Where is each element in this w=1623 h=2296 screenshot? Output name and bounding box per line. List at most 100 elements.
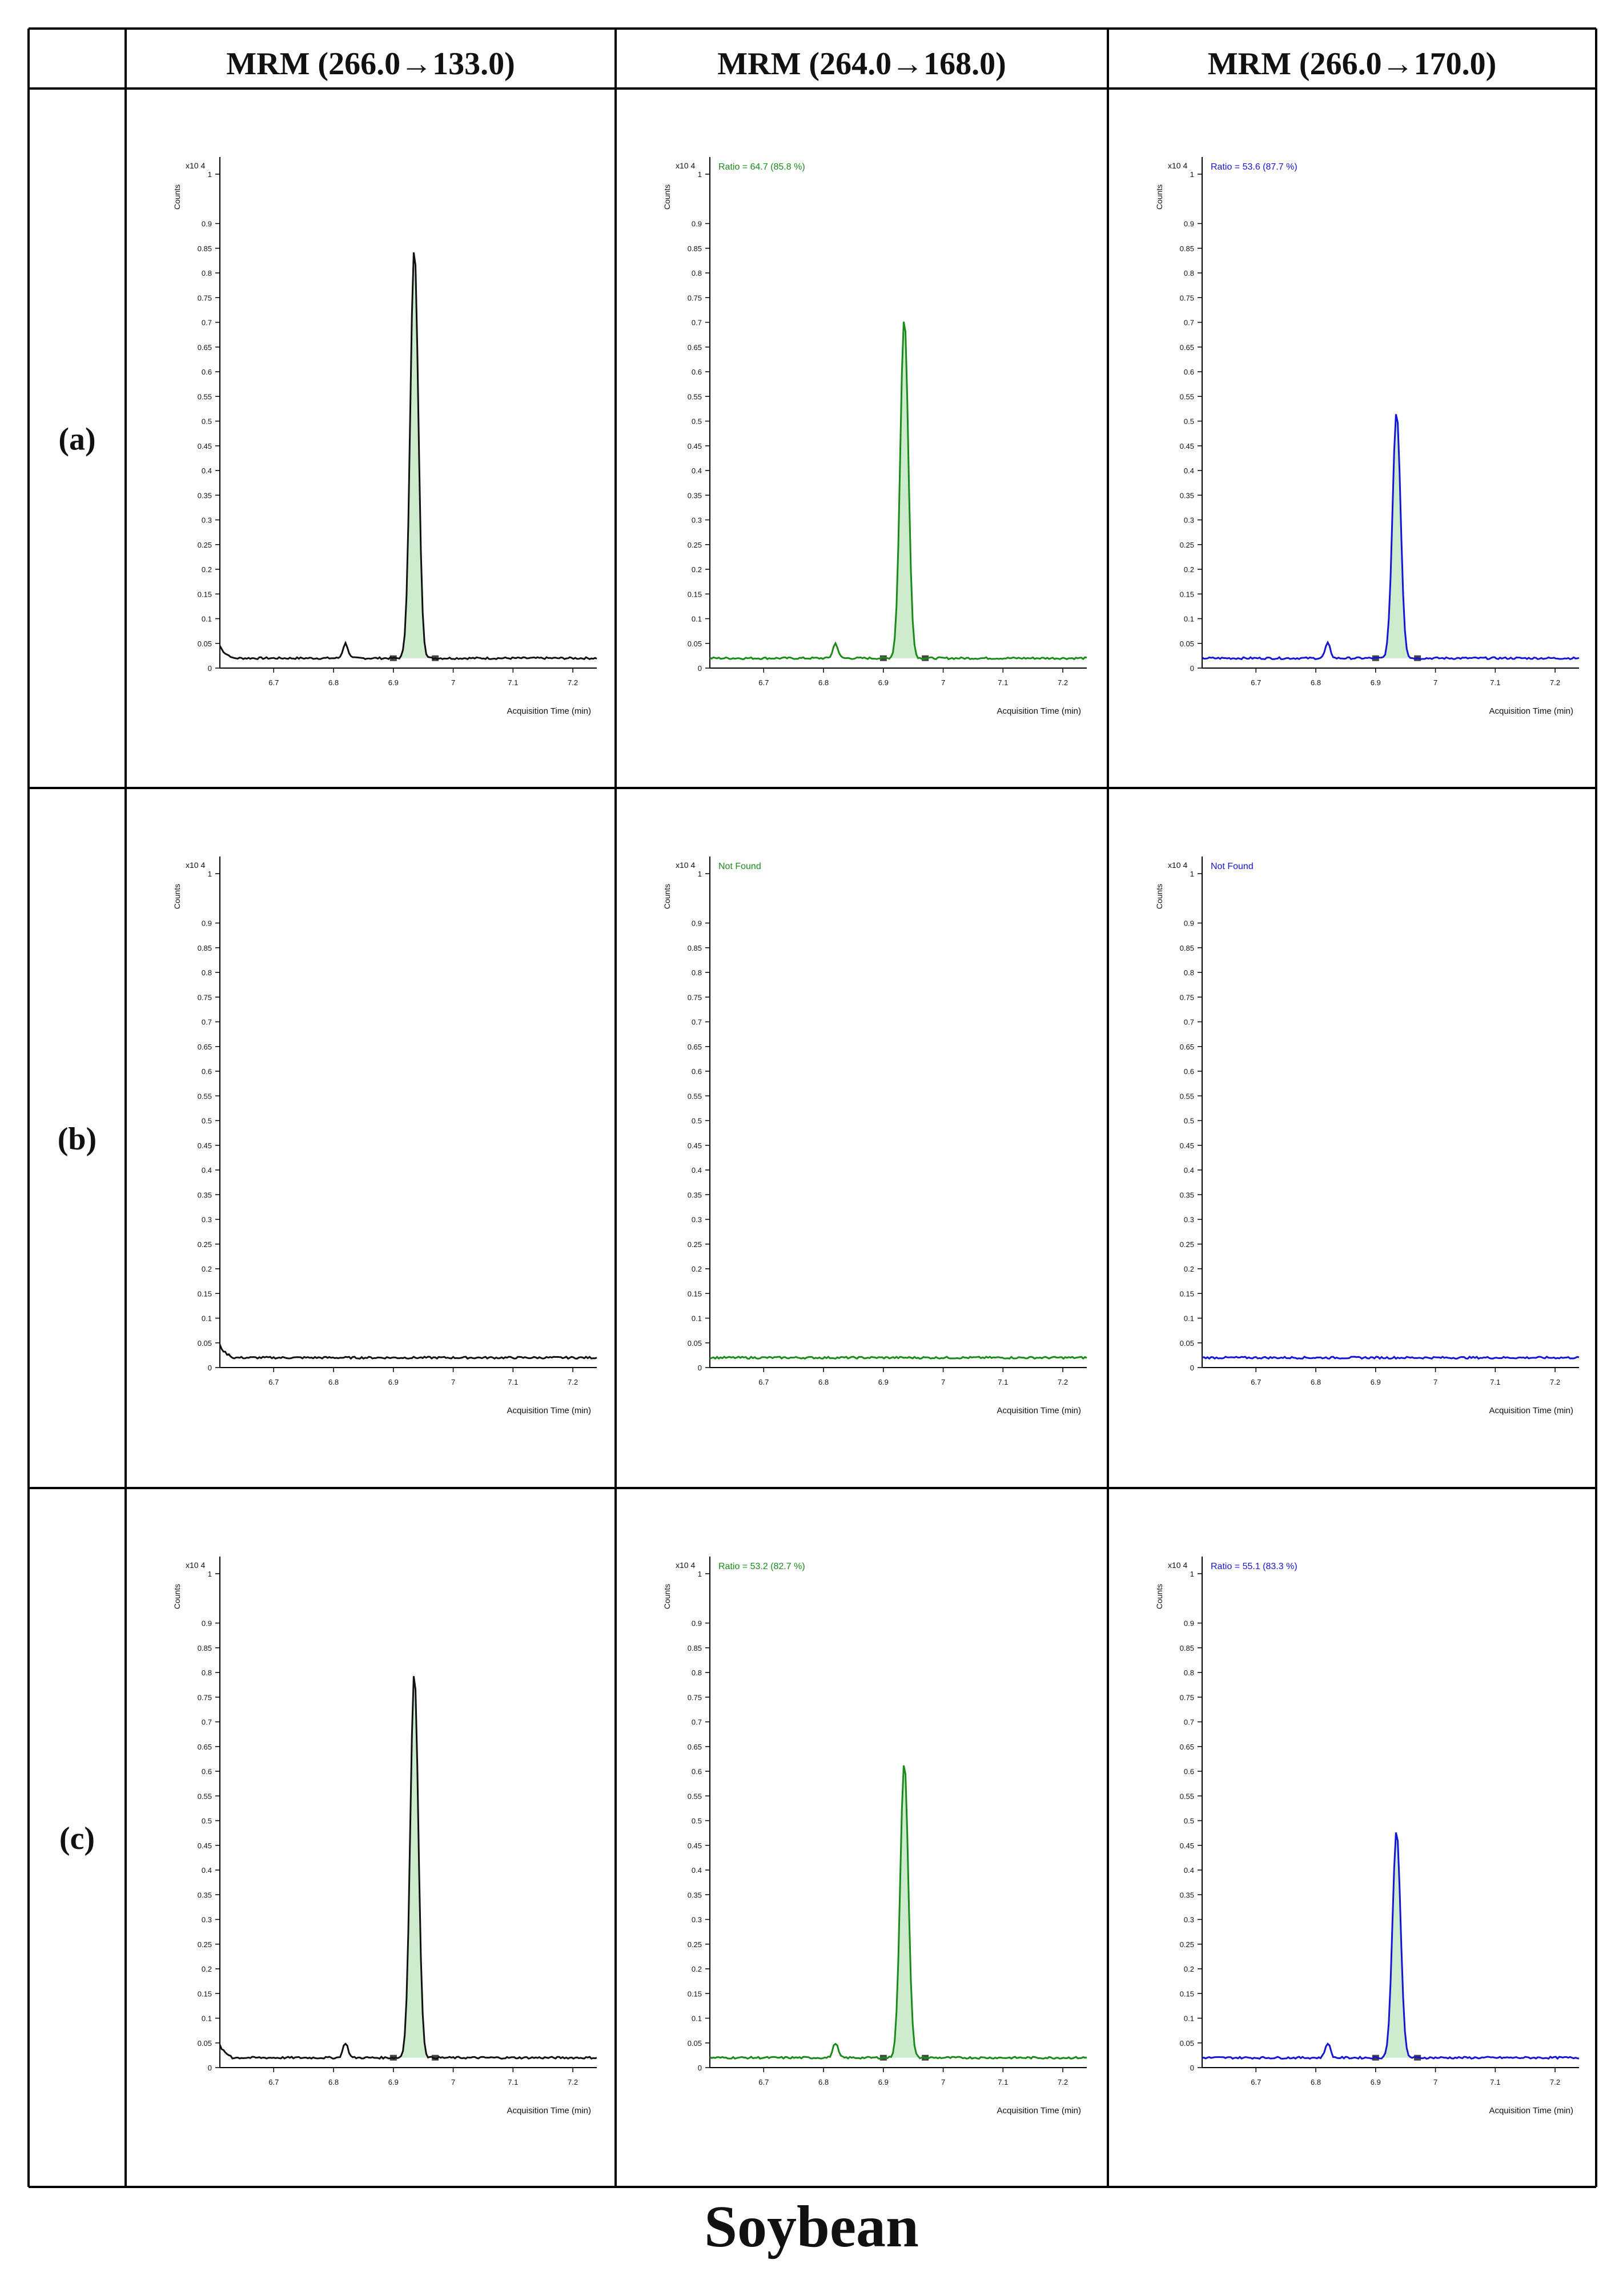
y-tick-label: 0.35 <box>1180 491 1194 500</box>
y-tick-label: 0.4 <box>1184 1166 1194 1175</box>
y-tick-label: 0.15 <box>198 1289 212 1298</box>
y-tick-label: 0.85 <box>1180 244 1194 253</box>
y-tick-label: 0.75 <box>688 1693 702 1702</box>
y-axis-label: Counts <box>1155 184 1164 210</box>
y-multiplier: x10 4 <box>1168 861 1187 870</box>
chart-panel-c-2: Counts x10 4 0 0.05 0.1 0.15 0.2 0.25 0.3 0.35 0.4… <box>662 1557 1087 2116</box>
x-axis-label: Acquisition Time (min) <box>1489 706 1573 716</box>
y-tick-label: 0 <box>208 2064 212 2072</box>
y-tick-label: 0.25 <box>688 541 702 549</box>
y-tick-label: 0.25 <box>198 541 212 549</box>
y-tick-label: 0.4 <box>692 1166 702 1175</box>
y-tick-label: 0.85 <box>1180 1644 1194 1652</box>
peak-area-fill <box>393 1676 433 2058</box>
y-tick-label: 0.1 <box>1184 2014 1194 2023</box>
y-tick-label: 0.15 <box>198 590 212 598</box>
y-axis-label: Counts <box>662 884 672 909</box>
x-tick-label: 6.7 <box>758 678 769 687</box>
x-tick-label: 7.2 <box>1550 1378 1560 1386</box>
chart-panel-a-1: Counts x10 4 0 0.05 0.1 0.15 0.2 0.25 0.3 0.35 0.4… <box>172 157 597 716</box>
y-tick-label: 1 <box>698 870 702 878</box>
x-tick-label: 7.2 <box>568 2078 578 2086</box>
x-tick-label: 6.8 <box>818 678 829 687</box>
y-tick-label: 0.65 <box>198 1743 212 1751</box>
y-tick-label: 0.9 <box>692 220 702 228</box>
y-tick-label: 0.1 <box>202 1314 212 1323</box>
y-tick-label: 0.55 <box>198 1792 212 1800</box>
y-multiplier: x10 4 <box>186 861 205 870</box>
y-tick-label: 0.1 <box>1184 1314 1194 1323</box>
x-tick-label: 6.9 <box>878 2078 889 2086</box>
y-tick-label: 0 <box>208 664 212 673</box>
x-tick-label: 6.8 <box>328 678 339 687</box>
x-tick-label: 7.2 <box>568 678 578 687</box>
y-tick-label: 0.3 <box>202 1916 212 1924</box>
y-tick-label: 0.9 <box>202 919 212 928</box>
y-tick-label: 0.65 <box>198 343 212 352</box>
y-tick-label: 0.3 <box>202 516 212 525</box>
y-tick-label: 0.75 <box>688 293 702 302</box>
y-tick-label: 0.65 <box>688 343 702 352</box>
y-tick-label: 0.35 <box>198 1191 212 1199</box>
y-tick-label: 0.8 <box>1184 968 1194 977</box>
y-multiplier: x10 4 <box>676 861 695 870</box>
y-tick-label: 0.15 <box>688 1289 702 1298</box>
figure-grid: MRM (266.0→133.0) MRM (264.0→168.0) MRM (2… <box>27 27 1597 2188</box>
y-tick-label: 0.05 <box>1180 640 1194 648</box>
y-tick-label: 0.75 <box>198 293 212 302</box>
y-tick-label: 0.65 <box>198 1043 212 1051</box>
y-tick-label: 0 <box>208 1364 212 1372</box>
y-axis-label: Counts <box>662 184 672 210</box>
y-tick-label: 0.35 <box>688 491 702 500</box>
y-multiplier: x10 4 <box>186 1561 205 1570</box>
y-tick-label: 0.2 <box>1184 1265 1194 1273</box>
x-tick-label: 6.7 <box>1251 2078 1261 2086</box>
y-axis-label: Counts <box>1155 1584 1164 1609</box>
y-tick-label: 0.9 <box>692 919 702 928</box>
y-multiplier: x10 4 <box>1168 1561 1187 1570</box>
x-tick-label: 7.2 <box>1058 678 1068 687</box>
peak-area-fill <box>1376 1832 1416 2059</box>
y-tick-label: 0.05 <box>688 2039 702 2048</box>
chart-panel-b-3: Counts x10 4 0 0.05 0.1 0.15 0.2 0.25 0.3 0.35 0.4… <box>1155 857 1580 1416</box>
chart-panel-b-1: Counts x10 4 0 0.05 0.1 0.15 0.2 0.25 0.3 0.35 0.4… <box>172 857 597 1416</box>
x-tick-label: 6.7 <box>1251 1378 1261 1386</box>
row-label-c: (c) <box>59 1821 95 1856</box>
x-tick-label: 7 <box>451 678 455 687</box>
y-tick-label: 0.35 <box>198 1891 212 1899</box>
x-tick-label: 6.8 <box>818 1378 829 1386</box>
y-tick-label: 0.05 <box>688 1339 702 1348</box>
y-tick-label: 0.3 <box>1184 1916 1194 1924</box>
chromatogram-trace <box>1202 1356 1580 1360</box>
x-tick-label: 7.2 <box>1550 2078 1560 2086</box>
x-tick-label: 7.1 <box>1490 1378 1500 1386</box>
row-label-b: (b) <box>58 1121 97 1157</box>
y-tick-label: 1 <box>698 170 702 179</box>
column-header-3: MRM (266.0→170.0) <box>1208 46 1496 82</box>
y-tick-label: 0.4 <box>202 1866 212 1875</box>
y-tick-label: 1 <box>208 170 212 179</box>
chromatogram-trace <box>709 1356 1087 1360</box>
column-header-2: MRM (264.0→168.0) <box>717 46 1006 82</box>
y-tick-label: 0.05 <box>1180 1339 1194 1348</box>
y-tick-label: 0.5 <box>1184 417 1194 426</box>
y-tick-label: 0.15 <box>1180 1289 1194 1298</box>
y-tick-label: 0.75 <box>688 993 702 1002</box>
ratio-annotation: Ratio = 53.2 (82.7 %) <box>718 1562 805 1571</box>
y-tick-label: 0.35 <box>688 1891 702 1899</box>
x-tick-label: 6.8 <box>1311 2078 1321 2086</box>
x-tick-label: 6.9 <box>878 678 889 687</box>
y-tick-label: 0.55 <box>688 1092 702 1100</box>
y-tick-label: 0.65 <box>1180 343 1194 352</box>
y-tick-label: 0.6 <box>1184 1067 1194 1076</box>
y-multiplier: x10 4 <box>186 161 205 170</box>
y-tick-label: 0.15 <box>688 590 702 598</box>
y-tick-label: 0 <box>1190 664 1194 673</box>
x-tick-label: 6.9 <box>1371 2078 1381 2086</box>
y-tick-label: 0.75 <box>198 993 212 1002</box>
x-tick-label: 7 <box>451 1378 455 1386</box>
chromatogram-trace <box>219 1344 597 1360</box>
y-tick-label: 0.55 <box>688 1792 702 1800</box>
y-tick-label: 0.1 <box>202 2014 212 2023</box>
ratio-annotation: Not Found <box>1211 862 1254 871</box>
